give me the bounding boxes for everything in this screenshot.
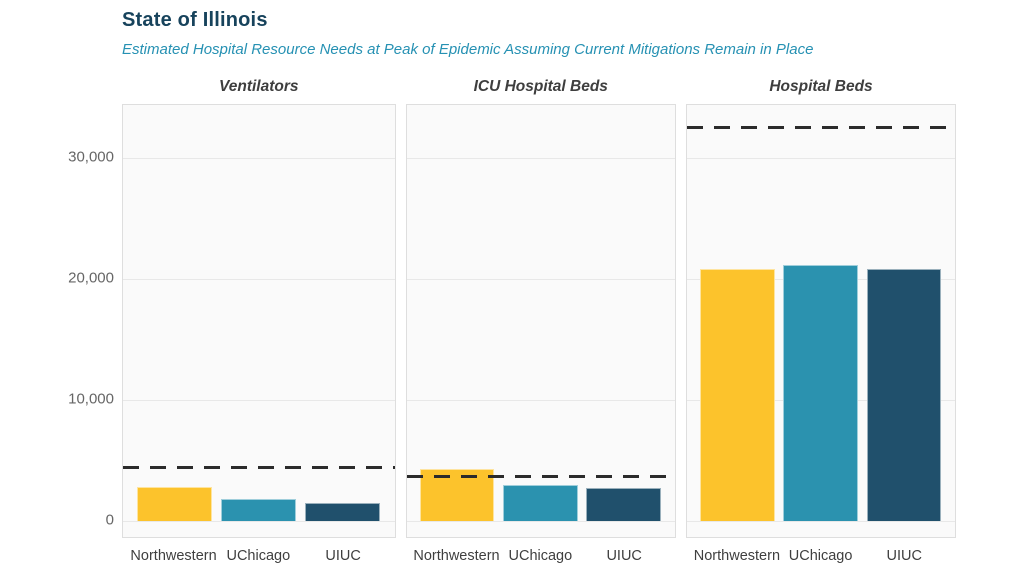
bar-icu-hospital-beds-uchicago <box>503 484 578 521</box>
panel-title-hospital-beds: Hospital Beds <box>769 78 873 95</box>
bar-hospital-beds-uchicago <box>783 264 858 521</box>
capacity-dashed-line-hospital-beds <box>687 126 955 130</box>
gridline <box>123 399 395 401</box>
x-axis-label-uiuc: UIUC <box>606 548 642 564</box>
x-axis-label-northwestern: Northwestern <box>693 548 781 564</box>
y-axis-tick-label: 20,000 <box>68 269 114 287</box>
gridline <box>406 399 675 401</box>
panel-ventilators: Ventilators Northwestern UChicago UIUC <box>122 78 396 566</box>
panel-icu-hospital-beds: ICU Hospital Beds Northwestern UChicago UIU… <box>405 78 676 566</box>
x-axis-label-uiuc: UIUC <box>325 548 361 564</box>
gridline <box>687 520 955 522</box>
panel-hospital-beds: Hospital Beds Northwestern UChicago UIUC <box>686 78 956 566</box>
bar-hospital-beds-uiuc <box>866 269 941 521</box>
gridline <box>406 520 675 522</box>
panel-title-icu-hospital-beds: ICU Hospital Beds <box>473 78 608 95</box>
x-axis-label-uchicago: UChicago <box>226 548 291 564</box>
gridline <box>406 158 675 160</box>
plot-area-icu-hospital-beds <box>405 104 676 538</box>
gridline <box>406 279 675 281</box>
chart-title: State of Illinois <box>122 9 268 31</box>
y-axis-tick-label: 10,000 <box>68 390 114 408</box>
plot-area-ventilators <box>122 104 396 538</box>
gridline <box>123 158 395 160</box>
panel-title-ventilators: Ventilators <box>218 78 299 95</box>
plot-area-hospital-beds <box>686 104 956 538</box>
x-axis-label-northwestern: Northwestern <box>413 548 500 564</box>
bar-ventilators-uiuc <box>304 503 381 521</box>
gridline <box>123 279 395 281</box>
y-axis: 0 10,000 20,000 30,000 <box>0 104 114 538</box>
chart-subtitle: Estimated Hospital Resource Needs at Pea… <box>122 41 814 58</box>
y-axis-tick-label: 0 <box>105 511 114 529</box>
gridline <box>123 520 395 522</box>
x-axis-label-uiuc: UIUC <box>886 548 923 564</box>
bar-icu-hospital-beds-northwestern <box>419 469 495 521</box>
capacity-dashed-line-icu-hospital-beds <box>406 474 675 478</box>
bar-hospital-beds-northwestern <box>700 269 775 521</box>
x-axis-label-uchicago: UChicago <box>508 548 573 564</box>
x-axis-label-uchicago: UChicago <box>788 548 853 564</box>
y-axis-tick-label: 30,000 <box>68 148 114 166</box>
bar-ventilators-northwestern <box>136 487 212 521</box>
x-axis-label-northwestern: Northwestern <box>130 548 217 564</box>
bar-ventilators-uchicago <box>220 498 296 521</box>
bar-icu-hospital-beds-uiuc <box>586 487 661 521</box>
capacity-dashed-line-ventilators <box>123 466 395 470</box>
gridline <box>687 158 955 160</box>
